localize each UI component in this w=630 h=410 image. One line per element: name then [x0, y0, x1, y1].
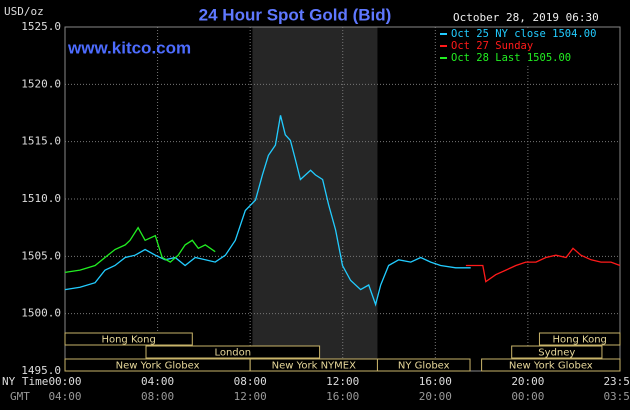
y-tick-label: 1515.0 — [21, 135, 61, 148]
y-tick-label: 1495.0 — [21, 364, 61, 377]
x2-tick-label: 00:00 — [511, 390, 544, 403]
session-label: Hong Kong — [101, 335, 155, 346]
legend-label: Oct 27 Sunday — [451, 40, 533, 52]
x2-tick-label: 20:00 — [419, 390, 452, 403]
session-box — [64, 332, 193, 346]
x-tick-label: 20:00 — [511, 375, 544, 388]
y-tick-label: 1520.0 — [21, 77, 61, 90]
x-tick-label: 08:00 — [234, 375, 267, 388]
session-label: Sydney — [538, 348, 575, 359]
session-label: Hong Kong — [553, 335, 607, 346]
session-label: New York Globex — [116, 361, 200, 372]
price-line — [465, 247, 621, 283]
x2-tick-label: 04:00 — [48, 390, 81, 403]
x2-tick-label: 03:59 — [603, 390, 630, 403]
session-label: New York NYMEX — [272, 361, 357, 372]
price-line — [64, 115, 471, 307]
x-tick-label: 16:00 — [419, 375, 452, 388]
session-label: NY Globex — [398, 361, 450, 372]
timestamp: October 28, 2019 06:30 — [453, 11, 599, 24]
legend-box — [437, 28, 619, 66]
x-tick-label: 23:59 — [603, 375, 630, 388]
session-box — [538, 332, 621, 346]
session-box — [481, 358, 621, 372]
price-line — [64, 226, 216, 274]
y-tick-label: 1510.0 — [21, 192, 61, 205]
y-tick-label: 1500.0 — [21, 307, 61, 320]
x2-axis-label: GMT — [10, 390, 30, 403]
legend-label: Oct 25 NY close 1504.00 — [451, 28, 596, 40]
x-tick-label: 04:00 — [141, 375, 174, 388]
y-tick-label: 1505.0 — [21, 249, 61, 262]
session-label: London — [214, 348, 251, 359]
session-box — [511, 345, 603, 359]
session-box — [376, 358, 471, 372]
x-tick-label: 00:00 — [48, 375, 81, 388]
legend-label: Oct 28 Last 1505.00 — [451, 52, 571, 64]
x2-tick-label: 12:00 — [234, 390, 267, 403]
site-label: www.kitco.com — [67, 38, 191, 57]
y-tick-label: 1525.0 — [21, 20, 61, 33]
unit-label: USD/oz — [4, 5, 44, 18]
x-tick-label: 12:00 — [326, 375, 359, 388]
session-box — [145, 345, 321, 359]
x2-tick-label: 16:00 — [326, 390, 359, 403]
x-axis-label: NY Time — [2, 375, 48, 388]
session-label: New York Globex — [509, 361, 593, 372]
x2-tick-label: 08:00 — [141, 390, 174, 403]
chart-title: 24 Hour Spot Gold (Bid) — [199, 5, 392, 24]
